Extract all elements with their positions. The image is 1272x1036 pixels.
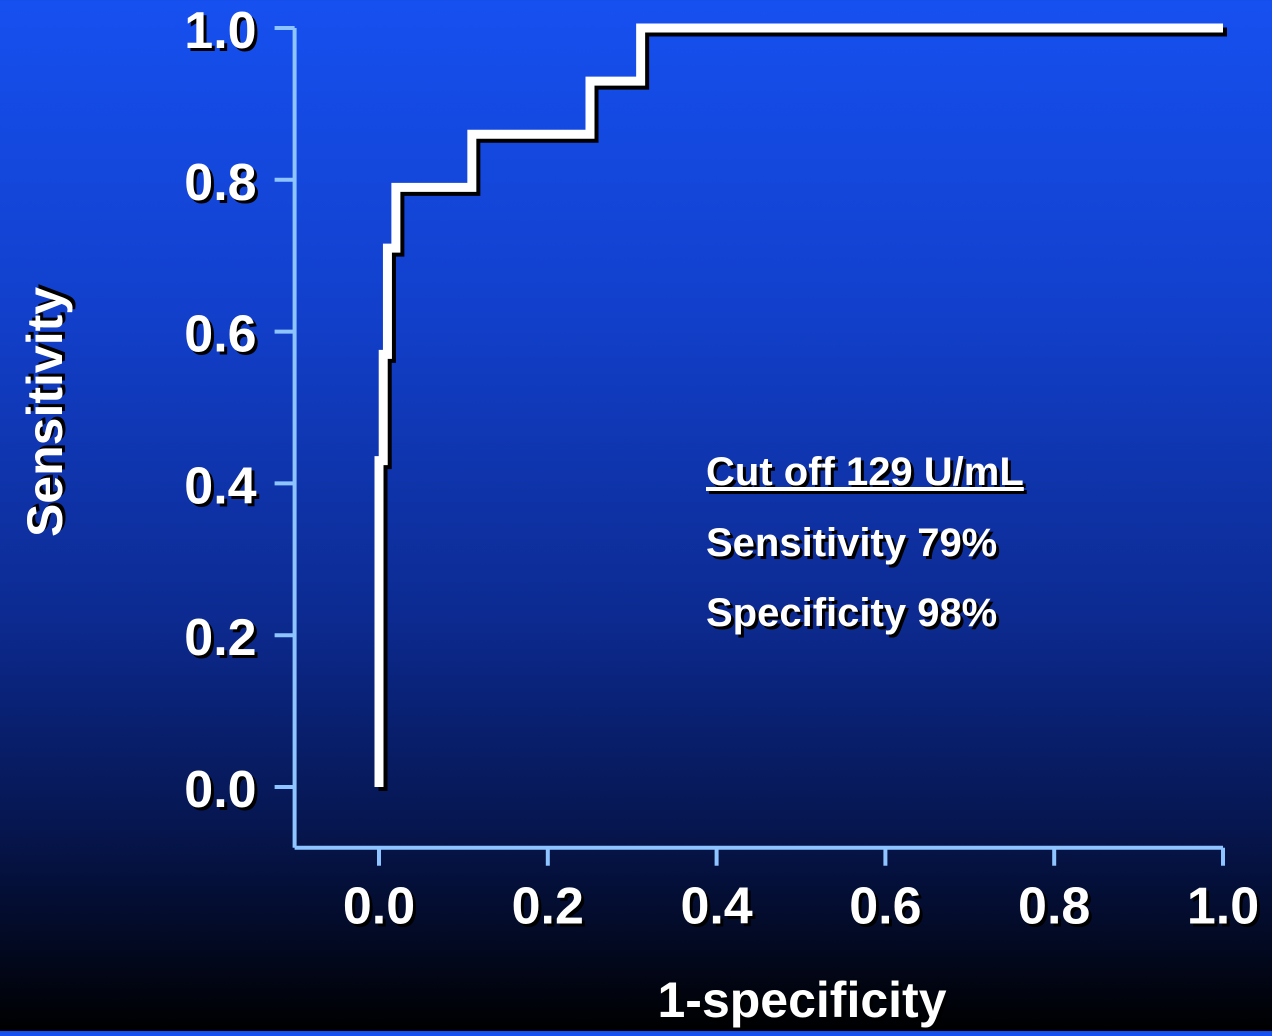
roc-curve-group <box>374 23 1227 791</box>
roc-curve-line <box>374 23 1223 787</box>
annotation-heading: Cut off 129 U/mL <box>706 450 1024 494</box>
x-tick-label: 0.2 <box>512 878 584 936</box>
x-tick-label: 0.6 <box>849 878 921 936</box>
x-tick-label: 0.4 <box>680 878 752 936</box>
x-tick-label: 0.8 <box>1018 878 1090 936</box>
y-tick-label: 0.0 <box>184 761 256 819</box>
y-tick-label: 0.6 <box>184 306 256 364</box>
annotation-specificity: Specificity 98% <box>706 591 997 635</box>
roc-curve-shadow <box>378 27 1227 791</box>
y-tick-label: 0.4 <box>184 457 256 515</box>
axes <box>274 26 1225 866</box>
annotation-sensitivity: Sensitivity 79% <box>706 521 997 565</box>
x-axis-label: 1-specificity <box>657 972 946 1028</box>
annotation-box: Cut off 129 U/mL Sensitivity 79% Specifi… <box>706 450 1024 635</box>
y-tick-label: 1.0 <box>184 2 256 60</box>
y-tick-label: 0.8 <box>184 154 256 212</box>
x-tick-label: 0.0 <box>343 878 415 936</box>
y-tick-label: 0.2 <box>184 609 256 667</box>
tick-labels: 0.0 0.2 0.4 0.6 0.8 1.0 0.0 0.2 0.4 0.6 0.8 1.0 <box>184 2 1259 936</box>
x-tick-label: 1.0 <box>1187 878 1259 936</box>
y-axis-label: Sensitivity <box>17 287 73 537</box>
